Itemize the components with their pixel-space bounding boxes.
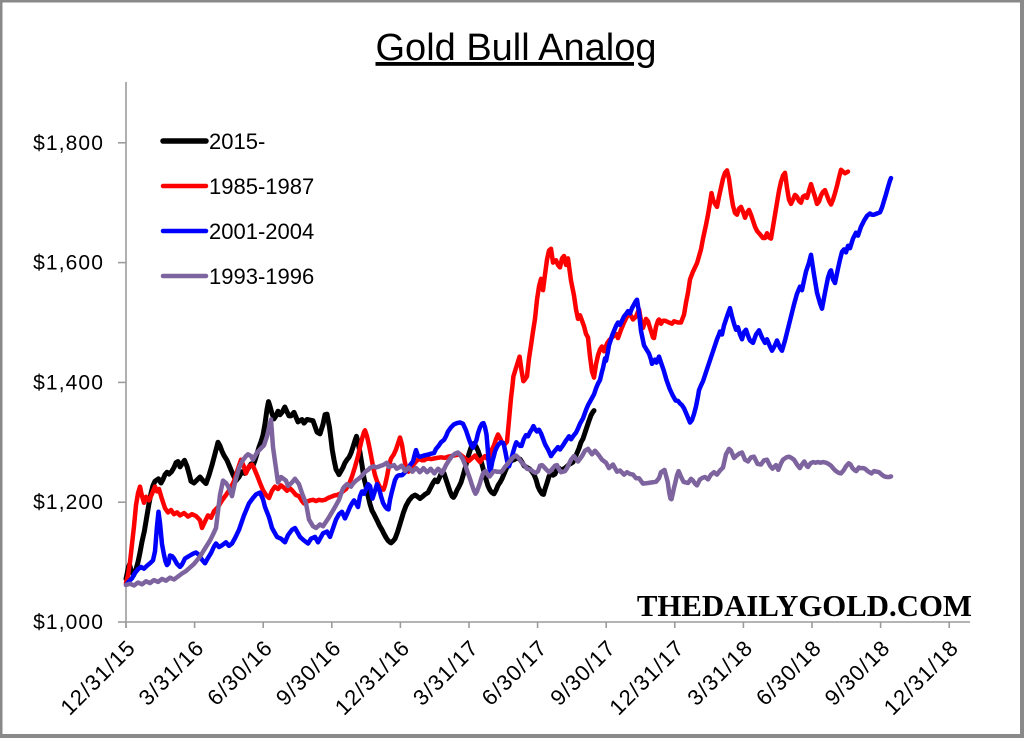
svg-text:2015-: 2015- bbox=[209, 129, 265, 154]
svg-text:THEDAILYGOLD.COM: THEDAILYGOLD.COM bbox=[637, 589, 972, 623]
svg-text:$1,200: $1,200 bbox=[33, 491, 104, 514]
svg-text:$1,400: $1,400 bbox=[33, 371, 104, 394]
svg-text:1985-1987: 1985-1987 bbox=[209, 174, 314, 199]
svg-text:$1,800: $1,800 bbox=[33, 132, 104, 155]
svg-text:Gold Bull Analog: Gold Bull Analog bbox=[376, 27, 657, 69]
svg-text:$1,600: $1,600 bbox=[33, 252, 104, 275]
svg-text:2001-2004: 2001-2004 bbox=[209, 219, 314, 244]
svg-text:$1,000: $1,000 bbox=[33, 611, 104, 634]
svg-text:1993-1996: 1993-1996 bbox=[209, 264, 314, 289]
